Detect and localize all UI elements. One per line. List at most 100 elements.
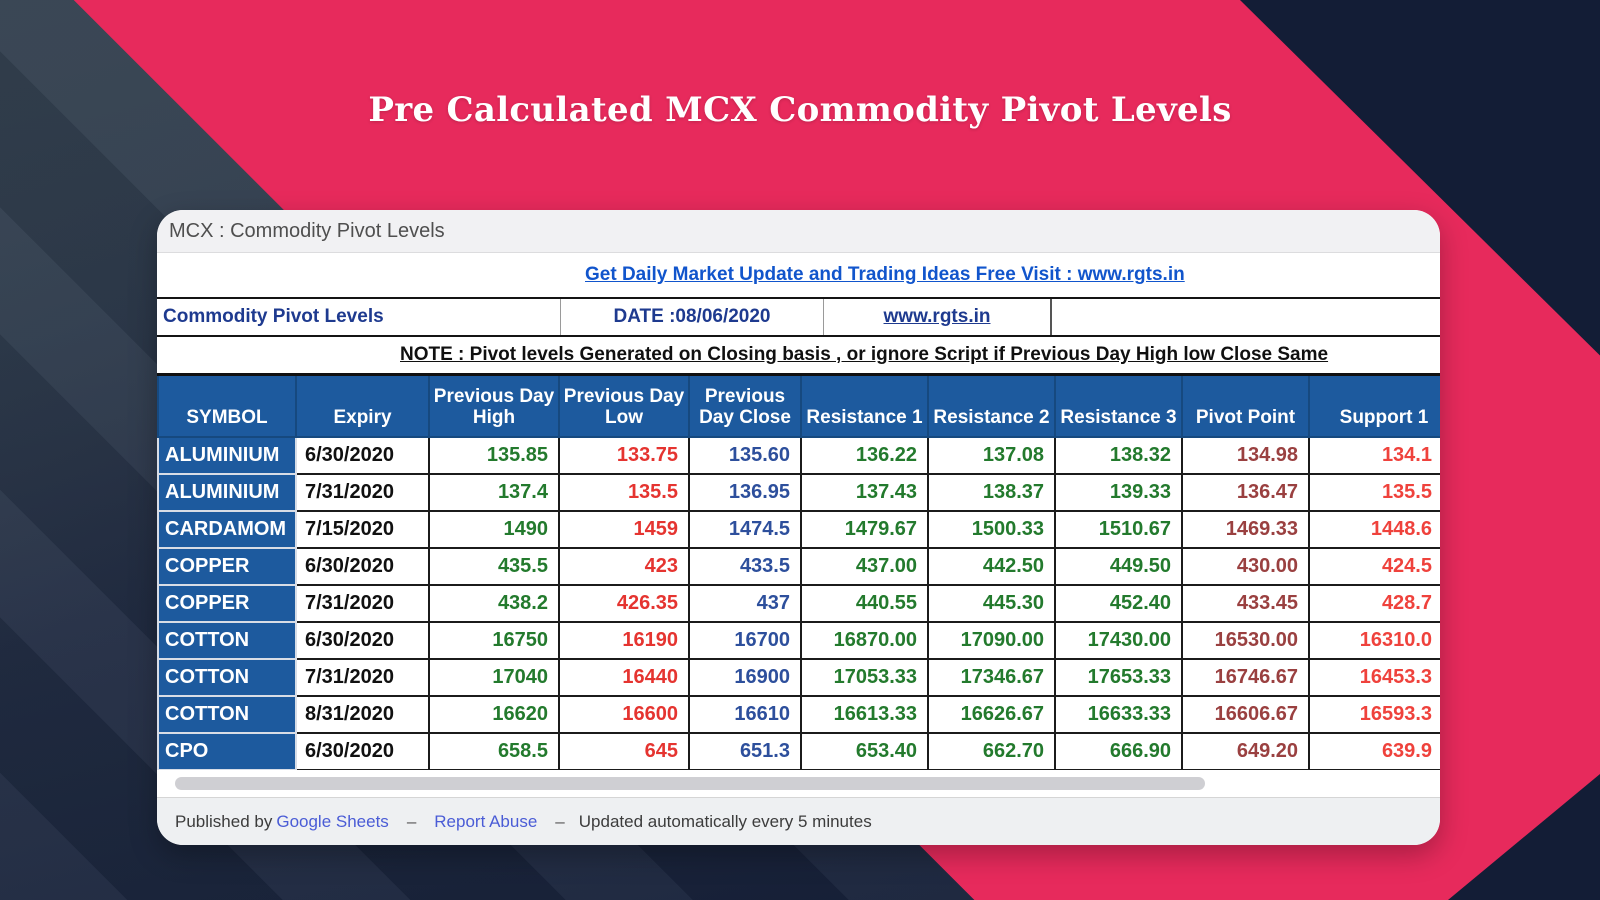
rgts-link[interactable]: www.rgts.in: [883, 306, 991, 327]
table-cell: 653.40: [800, 731, 929, 770]
page-title: Pre Calculated MCX Commodity Pivot Level…: [368, 90, 1232, 130]
table-cell: 1469.33: [1181, 509, 1310, 549]
table-cell: 136.22: [800, 435, 929, 475]
table-cell: 449.50: [1054, 546, 1183, 586]
table-cell: 433.45: [1181, 583, 1310, 623]
table-row: COTTON 8/31/2020 16620 16600 16610 16613.33 16…: [157, 694, 1440, 734]
table-cell: 16900: [688, 657, 802, 697]
table-cell: 442.50: [927, 546, 1056, 586]
table-cell: ALUMINIUM: [157, 435, 297, 475]
table-cell: 7/31/2020: [295, 583, 430, 623]
table-cell: 16620: [428, 694, 560, 734]
table-cell: COPPER: [157, 583, 297, 623]
table-cell: 135.85: [428, 435, 560, 475]
info-row: Commodity Pivot Levels DATE :08/06/2020 …: [157, 297, 1440, 337]
table-cell: 17346.67: [927, 657, 1056, 697]
info-label: Commodity Pivot Levels: [163, 306, 384, 327]
table-cell: 438.2: [428, 583, 560, 623]
note-row: NOTE : Pivot levels Generated on Closing…: [157, 337, 1440, 373]
table-cell: 137.08: [927, 435, 1056, 475]
table-cell: 428.7: [1308, 583, 1440, 623]
footer-dash: –: [555, 811, 565, 831]
column-header-symbol: SYMBOL: [157, 373, 297, 438]
table-cell: 16310.0: [1308, 620, 1440, 660]
table-cell: 139.33: [1054, 472, 1183, 512]
table-cell: 16190: [558, 620, 690, 660]
sheet-card: MCX : Commodity Pivot Levels Get Daily M…: [157, 210, 1440, 845]
table-row: COTTON 6/30/2020 16750 16190 16700 16870.00 17…: [157, 620, 1440, 660]
table-cell: 437: [688, 583, 802, 623]
table-cell: 424.5: [1308, 546, 1440, 586]
column-header-support-1: Support 1: [1308, 373, 1440, 438]
table-cell: 658.5: [428, 731, 560, 770]
table-cell: 6/30/2020: [295, 435, 430, 475]
table-row: COTTON 7/31/2020 17040 16440 16900 17053.33 17…: [157, 657, 1440, 697]
table-cell: 1510.67: [1054, 509, 1183, 549]
table-cell: 645: [558, 731, 690, 770]
card-footer: Published by Google Sheets – Report Abus…: [157, 797, 1440, 845]
table-cell: 662.70: [927, 731, 1056, 770]
table-cell: COTTON: [157, 694, 297, 734]
table-row: COPPER 7/31/2020 438.2 426.35 437 440.55 445.3…: [157, 583, 1440, 623]
table-cell: 1479.67: [800, 509, 929, 549]
table-cell: 135.5: [558, 472, 690, 512]
table-cell: 138.37: [927, 472, 1056, 512]
table-cell: 16593.3: [1308, 694, 1440, 734]
column-header-resistance-3: Resistance 3: [1054, 373, 1183, 438]
table-cell: 16870.00: [800, 620, 929, 660]
table-cell: 137.43: [800, 472, 929, 512]
table-row: CPO 6/30/2020 658.5 645 651.3 653.40 662.70 666…: [157, 731, 1440, 770]
banner-row: Get Daily Market Update and Trading Idea…: [157, 253, 1440, 297]
report-abuse-link[interactable]: Report Abuse: [434, 811, 538, 831]
table-cell: 666.90: [1054, 731, 1183, 770]
table-cell: 136.95: [688, 472, 802, 512]
column-header-resistance-2: Resistance 2: [927, 373, 1056, 438]
daily-update-link[interactable]: Get Daily Market Update and Trading Idea…: [585, 264, 1185, 285]
table-cell: COTTON: [157, 620, 297, 660]
table-cell: 7/31/2020: [295, 472, 430, 512]
table-cell: 1474.5: [688, 509, 802, 549]
table-row: CARDAMOM 7/15/2020 1490 1459 1474.5 1479.67 15…: [157, 509, 1440, 549]
table-cell: 134.98: [1181, 435, 1310, 475]
table-cell: ALUMINIUM: [157, 472, 297, 512]
column-header-expiry: Expiry: [295, 373, 430, 438]
note-text: NOTE : Pivot levels Generated on Closing…: [400, 344, 1329, 365]
footer-dash: –: [406, 811, 417, 831]
table-cell: CARDAMOM: [157, 509, 297, 549]
table-cell: 649.20: [1181, 731, 1310, 770]
table-cell: 16700: [688, 620, 802, 660]
window-title: MCX : Commodity Pivot Levels: [169, 219, 445, 242]
table-cell: 445.30: [927, 583, 1056, 623]
table-cell: 134.1: [1308, 435, 1440, 475]
column-header-previous-day-low: Previous Day Low: [558, 373, 690, 438]
table-cell: 135.5: [1308, 472, 1440, 512]
google-sheets-link[interactable]: Google Sheets: [276, 811, 389, 831]
table-row: ALUMINIUM 7/31/2020 137.4 135.5 136.95 137.43…: [157, 472, 1440, 512]
table-cell: 17653.33: [1054, 657, 1183, 697]
table-cell: 16600: [558, 694, 690, 734]
table-cell: 1490: [428, 509, 560, 549]
table-cell: 136.47: [1181, 472, 1310, 512]
scrollbar-thumb[interactable]: [175, 777, 1205, 790]
table-cell: COTTON: [157, 657, 297, 697]
table-cell: 639.9: [1308, 731, 1440, 770]
table-cell: 430.00: [1181, 546, 1310, 586]
table-cell: 16610: [688, 694, 802, 734]
column-header-previous-day-high: Previous Day High: [428, 373, 560, 438]
updated-text: Updated automatically every 5 minutes: [578, 811, 872, 831]
table-cell: 16626.67: [927, 694, 1056, 734]
table-cell: 16530.00: [1181, 620, 1310, 660]
table-cell: 433.5: [688, 546, 802, 586]
table-cell: 137.4: [428, 472, 560, 512]
info-date: DATE :08/06/2020: [560, 299, 823, 335]
table-cell: 651.3: [688, 731, 802, 770]
header-row: SYMBOL Expiry Previous Day High Previous Da…: [157, 373, 1440, 438]
table-cell: 1448.6: [1308, 509, 1440, 549]
table-cell: 17430.00: [1054, 620, 1183, 660]
table-cell: 138.32: [1054, 435, 1183, 475]
window-titlebar: MCX : Commodity Pivot Levels: [157, 210, 1440, 253]
table-cell: 16440: [558, 657, 690, 697]
table-cell: 435.5: [428, 546, 560, 586]
pivot-table: SYMBOL Expiry Previous Day High Previous Da…: [157, 373, 1440, 770]
table-cell: 16750: [428, 620, 560, 660]
